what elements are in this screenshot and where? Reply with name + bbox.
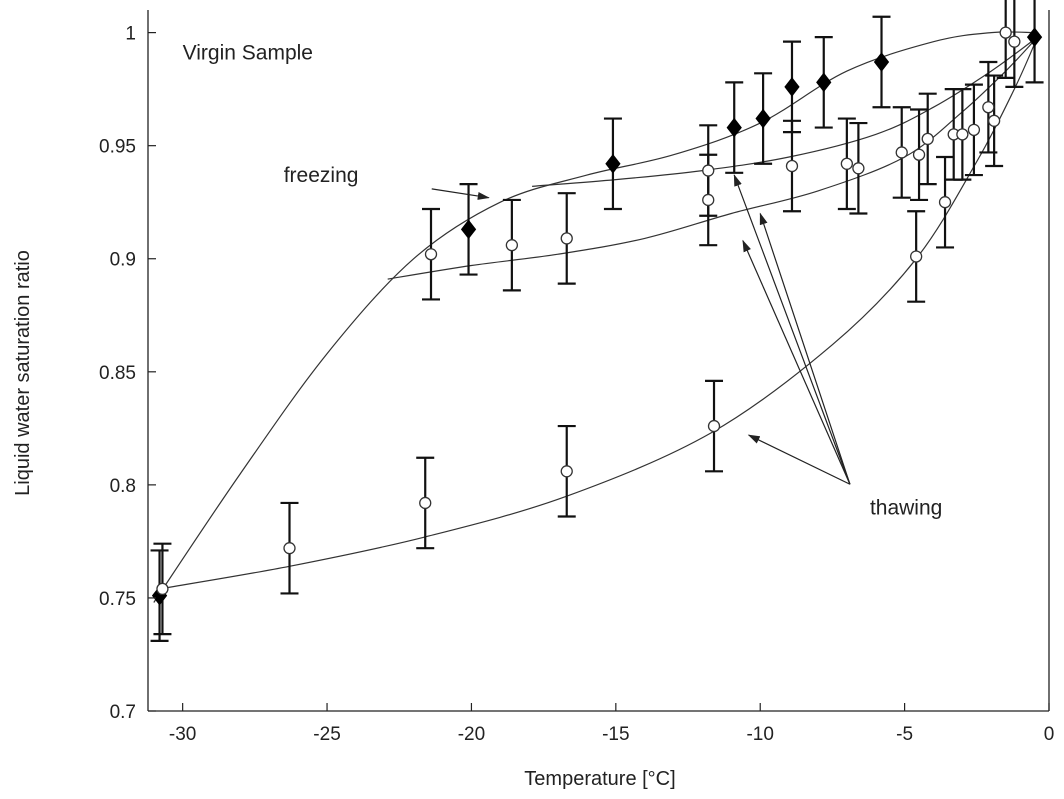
data-point-circle: [419, 496, 432, 510]
data-point-circle: [895, 146, 908, 159]
y-tick-label: 0.75: [99, 589, 136, 610]
y-tick-label: 0.9: [110, 250, 136, 271]
x-tick-label: -15: [602, 724, 629, 745]
data-point-circle: [921, 132, 934, 146]
y-tick-label: 0.95: [99, 137, 136, 158]
data-point-circle: [707, 419, 721, 433]
annotations: Virgin Sample freezing thawing: [183, 42, 943, 520]
data-point-circle: [910, 250, 923, 263]
annotation-label: freezing: [284, 164, 359, 187]
tick-labels: -30 -25 -20 -15 -10 -5 0 0.7 0.75 0.8 0.85 0.9 0.95 1: [99, 24, 1054, 745]
data-point-circle: [852, 162, 865, 175]
data-point-diamond: [460, 219, 477, 240]
annotation-arrow: [742, 239, 851, 485]
data-point-circle: [702, 193, 715, 207]
fitted-curves: [153, 31, 1038, 603]
x-tick-label: -25: [313, 724, 340, 745]
y-axis-title: Liquid water saturation ratio: [12, 250, 34, 496]
data-point-diamond: [816, 72, 832, 93]
x-tick-label: -20: [458, 724, 485, 745]
annotation-label: Virgin Sample: [183, 42, 313, 65]
annotation-arrow: [759, 212, 851, 485]
data-point-circle: [702, 164, 715, 177]
data-point-circle: [505, 239, 519, 252]
data-point-circle: [560, 232, 573, 245]
y-tick-label: 1: [125, 24, 136, 45]
data-point-diamond: [873, 52, 890, 72]
data-point-circle: [283, 542, 296, 555]
data-point-diamond: [605, 153, 621, 174]
data-point-circle: [956, 128, 969, 141]
data-point-circle: [156, 582, 169, 596]
data-point-circle: [560, 465, 573, 478]
data-markers: [151, 26, 1043, 606]
data-point-circle: [1008, 35, 1021, 48]
x-tick-label: 0: [1044, 724, 1055, 745]
data-point-circle: [424, 248, 438, 261]
annotation-arrow: [747, 434, 851, 485]
data-point-circle: [938, 196, 952, 209]
data-point-circle: [999, 26, 1012, 39]
freezing-curve: [153, 31, 1035, 603]
data-point-circle: [785, 159, 799, 173]
y-tick-label: 0.8: [110, 476, 136, 497]
data-point-circle: [987, 114, 1001, 127]
annotation-arrow: [733, 174, 851, 485]
x-tick-label: -30: [169, 724, 196, 745]
data-point-diamond: [726, 117, 742, 138]
x-axis-title: Temperature [°C]: [524, 768, 675, 790]
data-point-circle: [982, 101, 995, 114]
data-point-diamond: [755, 108, 771, 129]
thawing-curve: [532, 36, 1038, 187]
annotation-arrow: [431, 188, 490, 200]
data-point-circle: [840, 157, 854, 170]
thawing-curve: [159, 36, 1038, 590]
data-point-diamond: [1026, 27, 1043, 47]
thawing-curve: [387, 36, 1038, 280]
x-tick-label: -5: [896, 724, 913, 745]
axes: [147, 10, 1050, 712]
data-point-diamond: [784, 77, 800, 97]
y-tick-label: 0.85: [99, 363, 136, 384]
y-tick-label: 0.7: [110, 702, 136, 723]
annotation-label: thawing: [870, 496, 942, 519]
data-point-circle: [967, 123, 981, 136]
x-tick-label: -10: [746, 724, 773, 745]
data-point-circle: [912, 148, 926, 161]
